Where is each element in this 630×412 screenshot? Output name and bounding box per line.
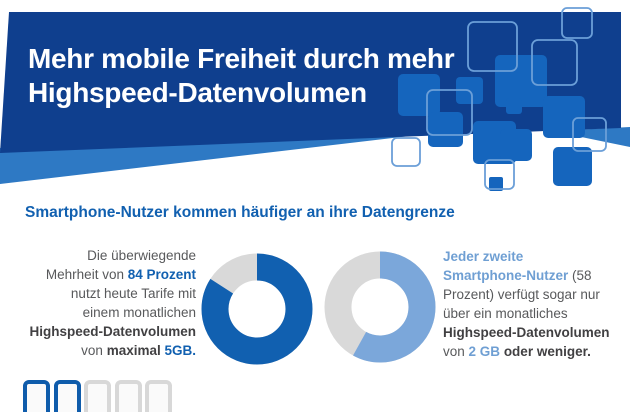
- phone-icon: [84, 380, 111, 412]
- stat-text-58-percent: Jeder zweite Smartphone-Nutzer (58 Prozent…: [443, 249, 610, 359]
- phone-icon: [145, 380, 172, 412]
- title-line-1: Mehr mobile Freiheit durch mehr: [28, 43, 455, 74]
- header-background: [0, 7, 630, 191]
- phone-icon: [53, 380, 81, 412]
- donut-chart-84-percent: [201, 253, 313, 365]
- phone-row: [23, 380, 172, 412]
- decorative-squares-filled: [398, 55, 592, 191]
- page-title: Mehr mobile Freiheit durch mehr Highspee…: [28, 42, 455, 110]
- decorative-squares-outlined: [391, 7, 607, 190]
- phone-icon: [114, 380, 142, 412]
- banner-shape: [0, 12, 621, 153]
- stat-text-84-percent: Die überwiegende Mehrheit von 84 Prozent n…: [29, 248, 196, 358]
- title-line-2: Highspeed-Datenvolumen: [28, 77, 367, 108]
- phone-icon: [23, 380, 50, 412]
- donut-chart-58-percent: [324, 251, 436, 363]
- section-heading: Smartphone-Nutzer kommen häufiger an ihr…: [25, 204, 455, 221]
